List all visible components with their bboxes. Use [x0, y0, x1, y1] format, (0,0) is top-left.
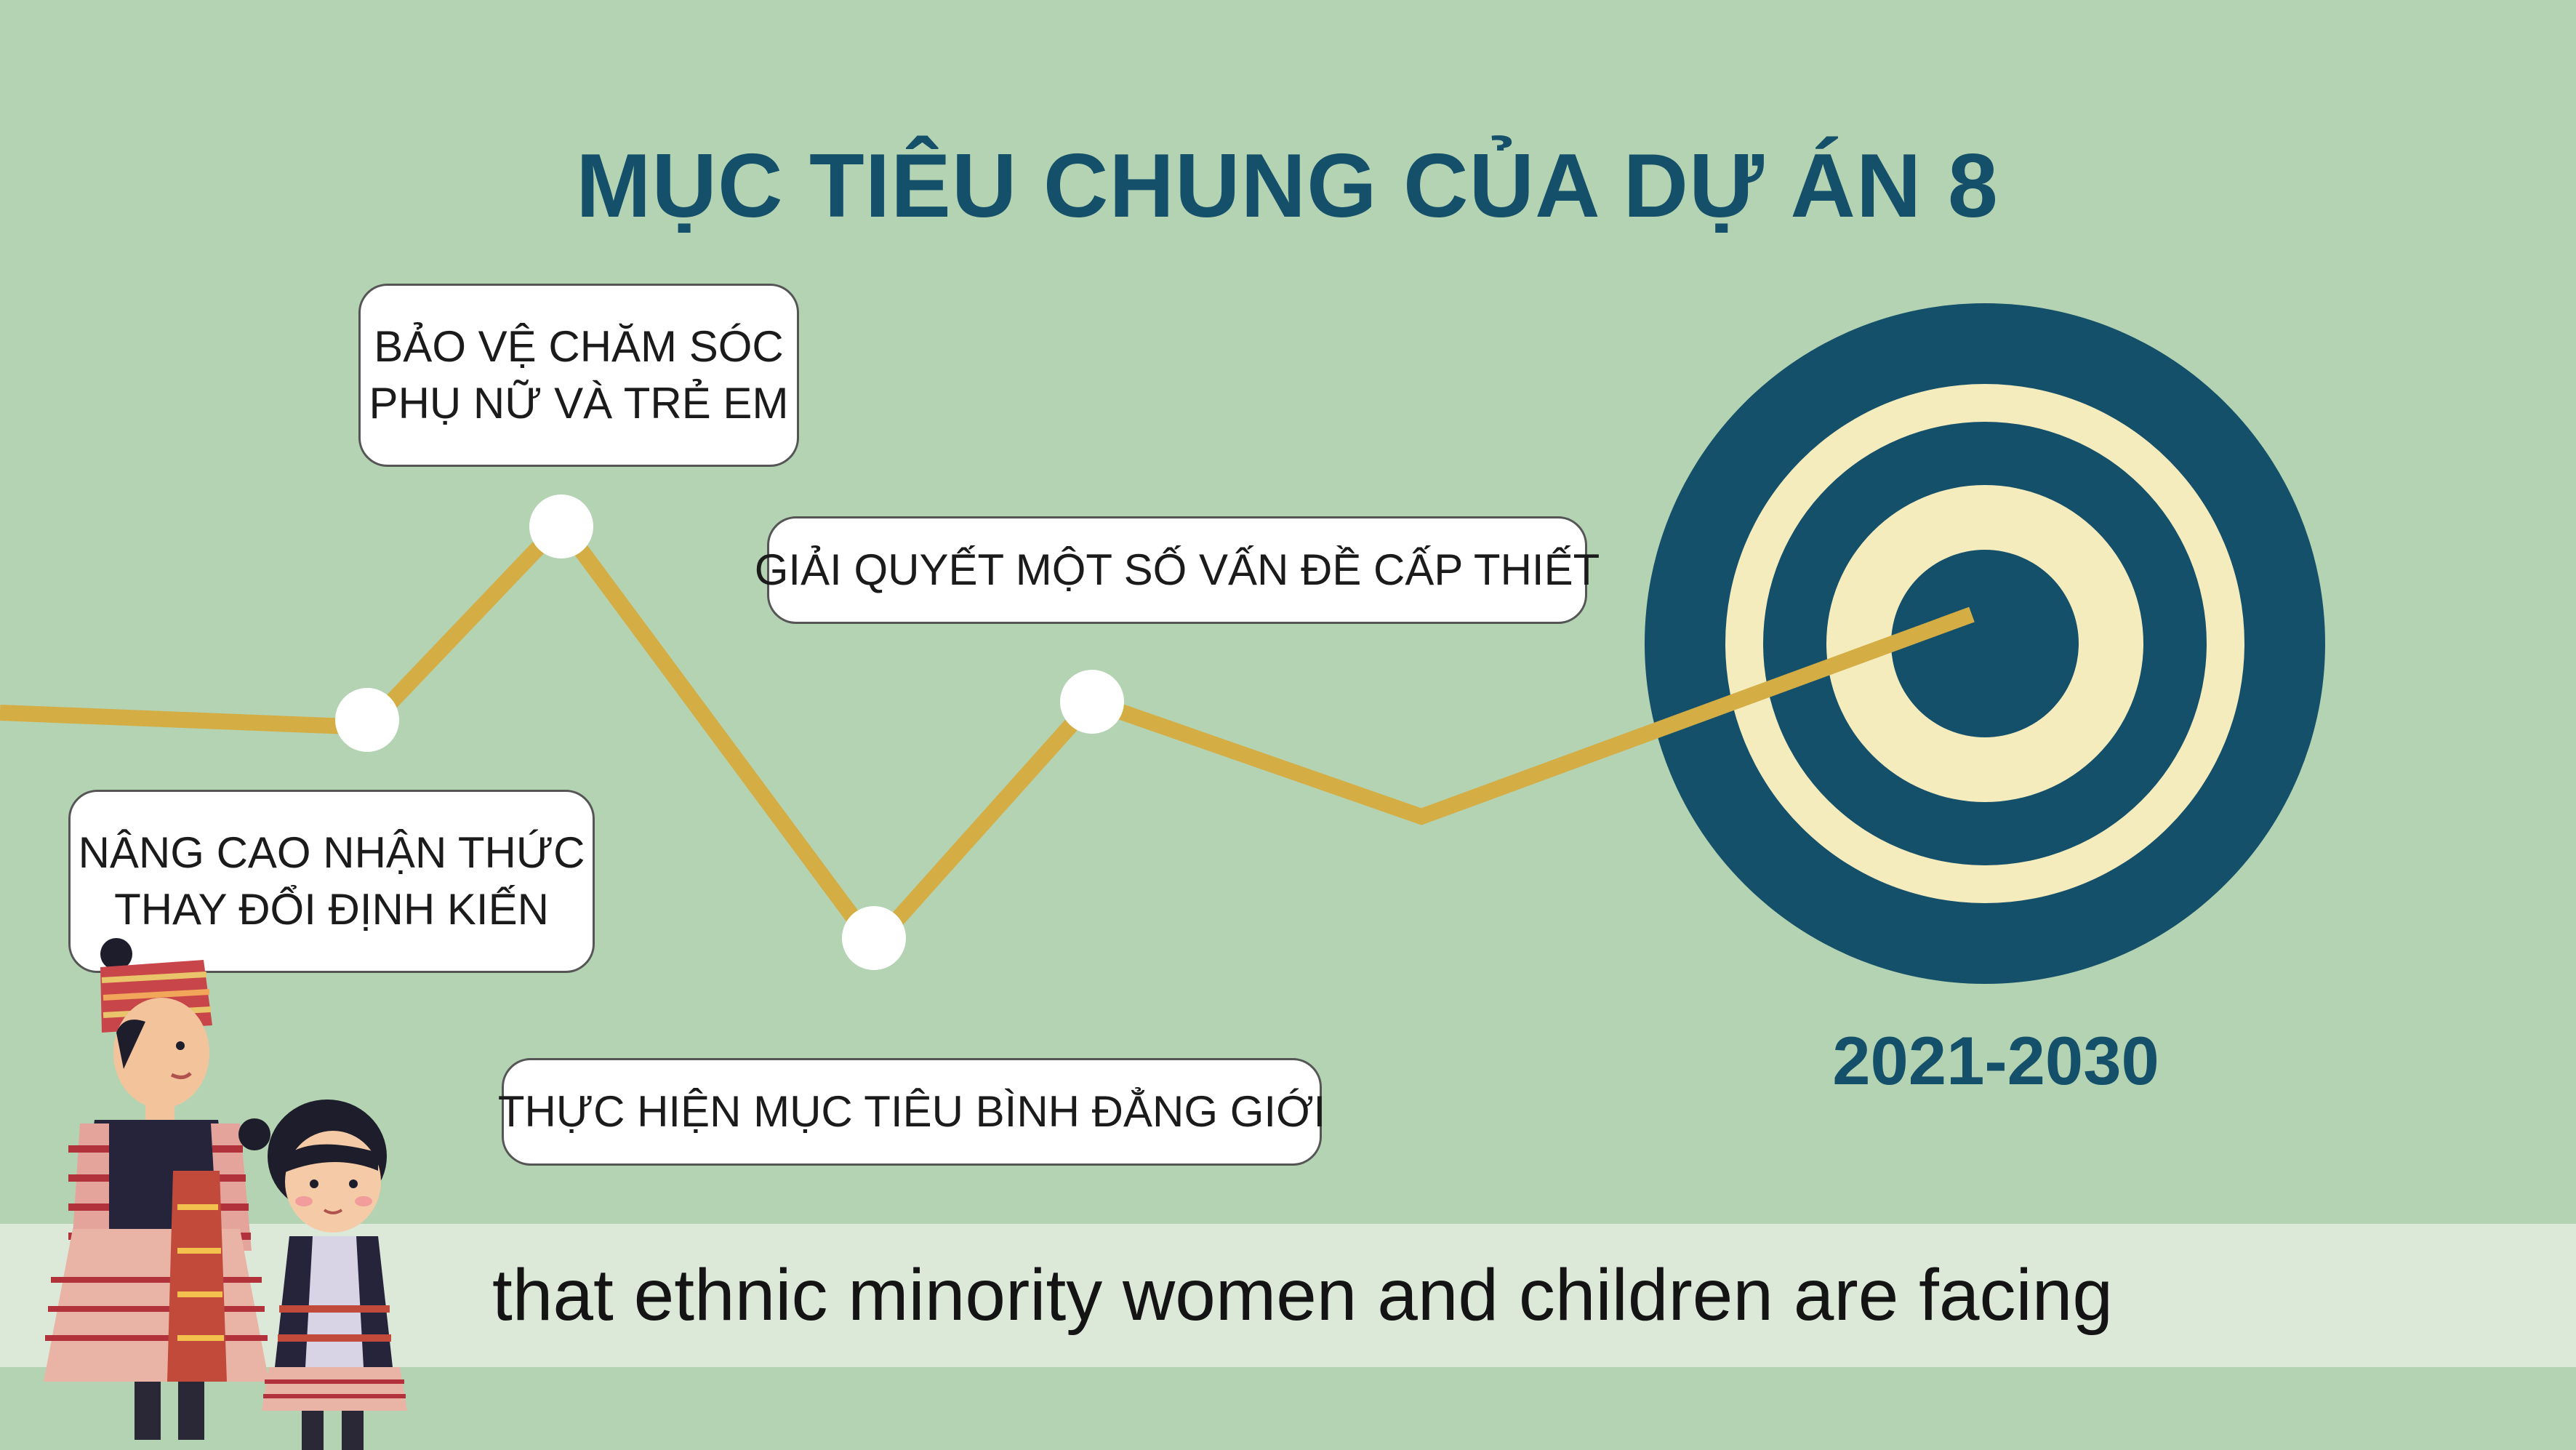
title-text: MỤC TIÊU CHUNG CỦA DỰ ÁN 8: [576, 136, 1999, 236]
bubble-text-line: THAY ĐỔI ĐỊNH KIẾN: [114, 885, 549, 934]
milestone-marker: [1060, 670, 1124, 734]
bubble-text-line: BẢO VỆ CHĂM SÓC: [374, 322, 784, 371]
girl-illustration: [238, 1099, 407, 1450]
bubble-text-line: GIẢI QUYẾT MỘT SỐ VẤN ĐỀ CẤP THIẾT: [754, 545, 1600, 594]
year-range: 2021-2030: [1832, 1022, 2159, 1099]
milestone-marker: [529, 494, 593, 558]
goal-bubble-protect-care: BẢO VỆ CHĂM SÓC PHỤ NỮ VÀ TRẺ EM: [358, 284, 799, 467]
video-subtitle: that ethnic minority women and children …: [0, 1224, 2576, 1367]
goal-bubble-awareness: NÂNG CAO NHẬN THỨC THAY ĐỔI ĐỊNH KIẾN: [68, 790, 595, 973]
milestone-marker: [335, 688, 399, 752]
bubble-text-line: THỰC HIỆN MỤC TIÊU BÌNH ĐẲNG GIỚI: [497, 1087, 1326, 1136]
milestone-marker: [842, 906, 906, 970]
subtitle-text: that ethnic minority women and children …: [492, 1254, 2113, 1336]
goal-bubble-gender-equality: THỰC HIỆN MỤC TIÊU BÌNH ĐẲNG GIỚI: [498, 1058, 1325, 1166]
target-icon: [1645, 303, 2325, 984]
woman-illustration: [44, 938, 269, 1440]
subtitle-band: [0, 1224, 2576, 1367]
goal-bubble-urgent-issues: GIẢI QUYẾT MỘT SỐ VẤN ĐỀ CẤP THIẾT: [755, 516, 1600, 624]
page-title: MỤC TIÊU CHUNG CỦA DỰ ÁN 8: [0, 135, 2576, 238]
bubble-text-line: PHỤ NỮ VÀ TRẺ EM: [369, 379, 789, 428]
bubble-text-line: NÂNG CAO NHẬN THỨC: [78, 828, 585, 877]
